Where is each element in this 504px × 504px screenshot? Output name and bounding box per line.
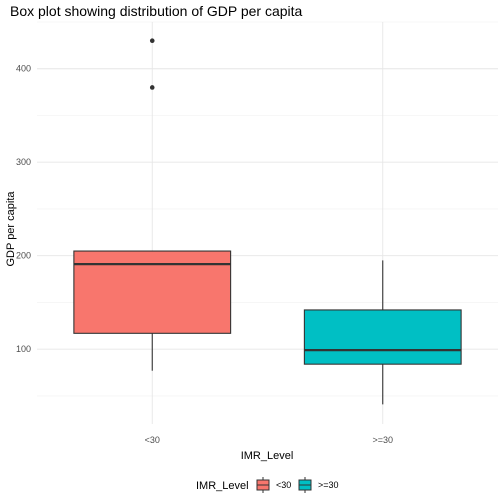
y-tick-label: 200 xyxy=(16,251,31,261)
legend-key-1 xyxy=(256,477,270,493)
y-tick-label: 400 xyxy=(16,64,31,74)
x-tick-label: <30 xyxy=(145,435,160,445)
legend-label: <30 xyxy=(276,480,291,490)
box-body xyxy=(303,309,462,365)
box-1 xyxy=(73,38,232,371)
y-tick-label: 100 xyxy=(16,344,31,354)
box-2 xyxy=(303,260,462,405)
legend-label: >=30 xyxy=(318,480,339,490)
outlier-point xyxy=(149,85,155,90)
y-tick-label: 300 xyxy=(16,157,31,167)
legend-key-2 xyxy=(298,477,312,493)
chart-title: Box plot showing distribution of GDP per… xyxy=(10,3,303,19)
box-layer xyxy=(73,38,462,405)
y-axis-label: GDP per capita xyxy=(5,191,17,267)
axis-layer: 100 200 300 400 <30 >=30 xyxy=(16,64,393,445)
legend-title: IMR_Level xyxy=(196,480,249,492)
x-tick-label: >=30 xyxy=(372,435,393,445)
x-axis-label: IMR_Level xyxy=(241,450,294,462)
outlier-point xyxy=(149,38,155,43)
legend: IMR_Level <30 >=30 xyxy=(196,477,339,493)
